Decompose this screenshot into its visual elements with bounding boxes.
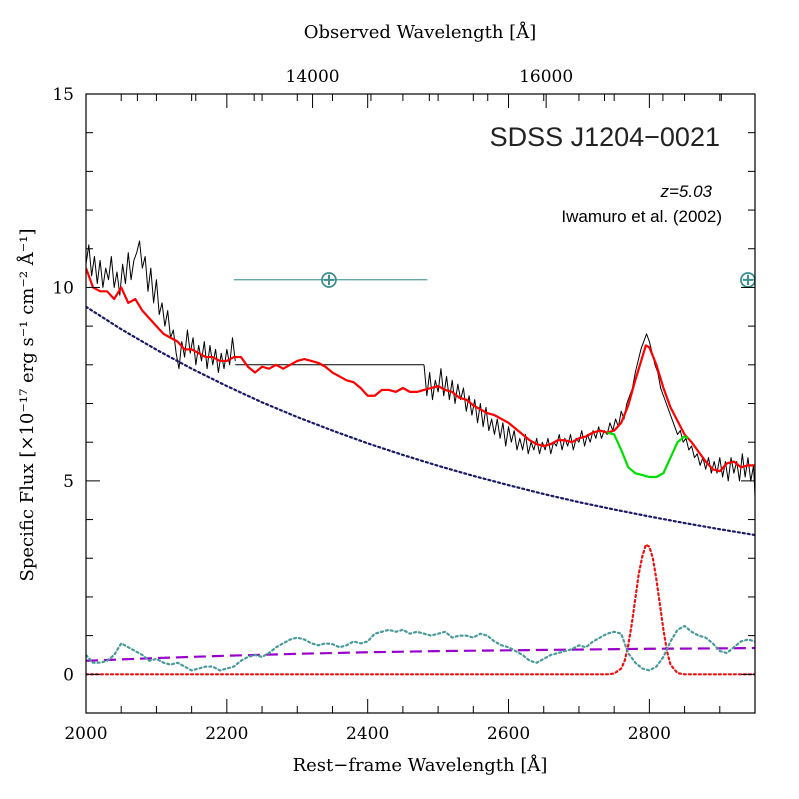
series-line-7 <box>86 624 755 672</box>
series-line-1 <box>423 333 755 497</box>
x-tick-label: 2000 <box>64 724 107 744</box>
y-tick-label: 10 <box>52 278 74 298</box>
series-line-2 <box>86 267 755 473</box>
series-line-3 <box>606 431 689 479</box>
redshift-annotation: z=5.03 <box>659 182 712 201</box>
x-tick-label: 2200 <box>205 724 248 744</box>
series-line-4 <box>86 305 755 537</box>
reference-annotation: Iwamuro et al. (2002) <box>561 207 722 226</box>
series-line-6 <box>86 646 755 662</box>
chart-title: SDSS J1204−0021 <box>490 122 720 152</box>
series-layer <box>86 240 755 676</box>
x-tick-label: 2400 <box>346 724 389 744</box>
telluric-marker-layer: ⊕ ⊕ <box>233 266 758 294</box>
telluric-symbol-icon: ⊕ <box>738 266 758 294</box>
plot-frame <box>85 93 756 714</box>
tick-layer: 2000 2200 2400 2600 2800 0 5 10 15 14000 16000 <box>52 67 756 744</box>
series-line-1 <box>86 240 236 374</box>
top-x-axis-title: Observed Wavelength [Å] <box>304 21 536 43</box>
x-tick-label: 2600 <box>487 724 530 744</box>
y-tick-label: 0 <box>63 665 74 685</box>
x-tick-label: 2800 <box>628 724 671 744</box>
top-x-tick-label: 14000 <box>286 67 340 87</box>
series-line-5 <box>86 543 755 676</box>
y-tick-label: 15 <box>52 85 74 105</box>
x-axis-title: Rest−frame Wavelength [Å] <box>293 754 548 776</box>
y-tick-label: 5 <box>63 472 74 492</box>
telluric-symbol-icon: ⊕ <box>319 266 339 294</box>
y-axis-title: Specific Flux [×10⁻¹⁷ erg s⁻¹ cm⁻² Å⁻¹] <box>16 228 38 581</box>
top-x-tick-label: 16000 <box>519 67 573 87</box>
